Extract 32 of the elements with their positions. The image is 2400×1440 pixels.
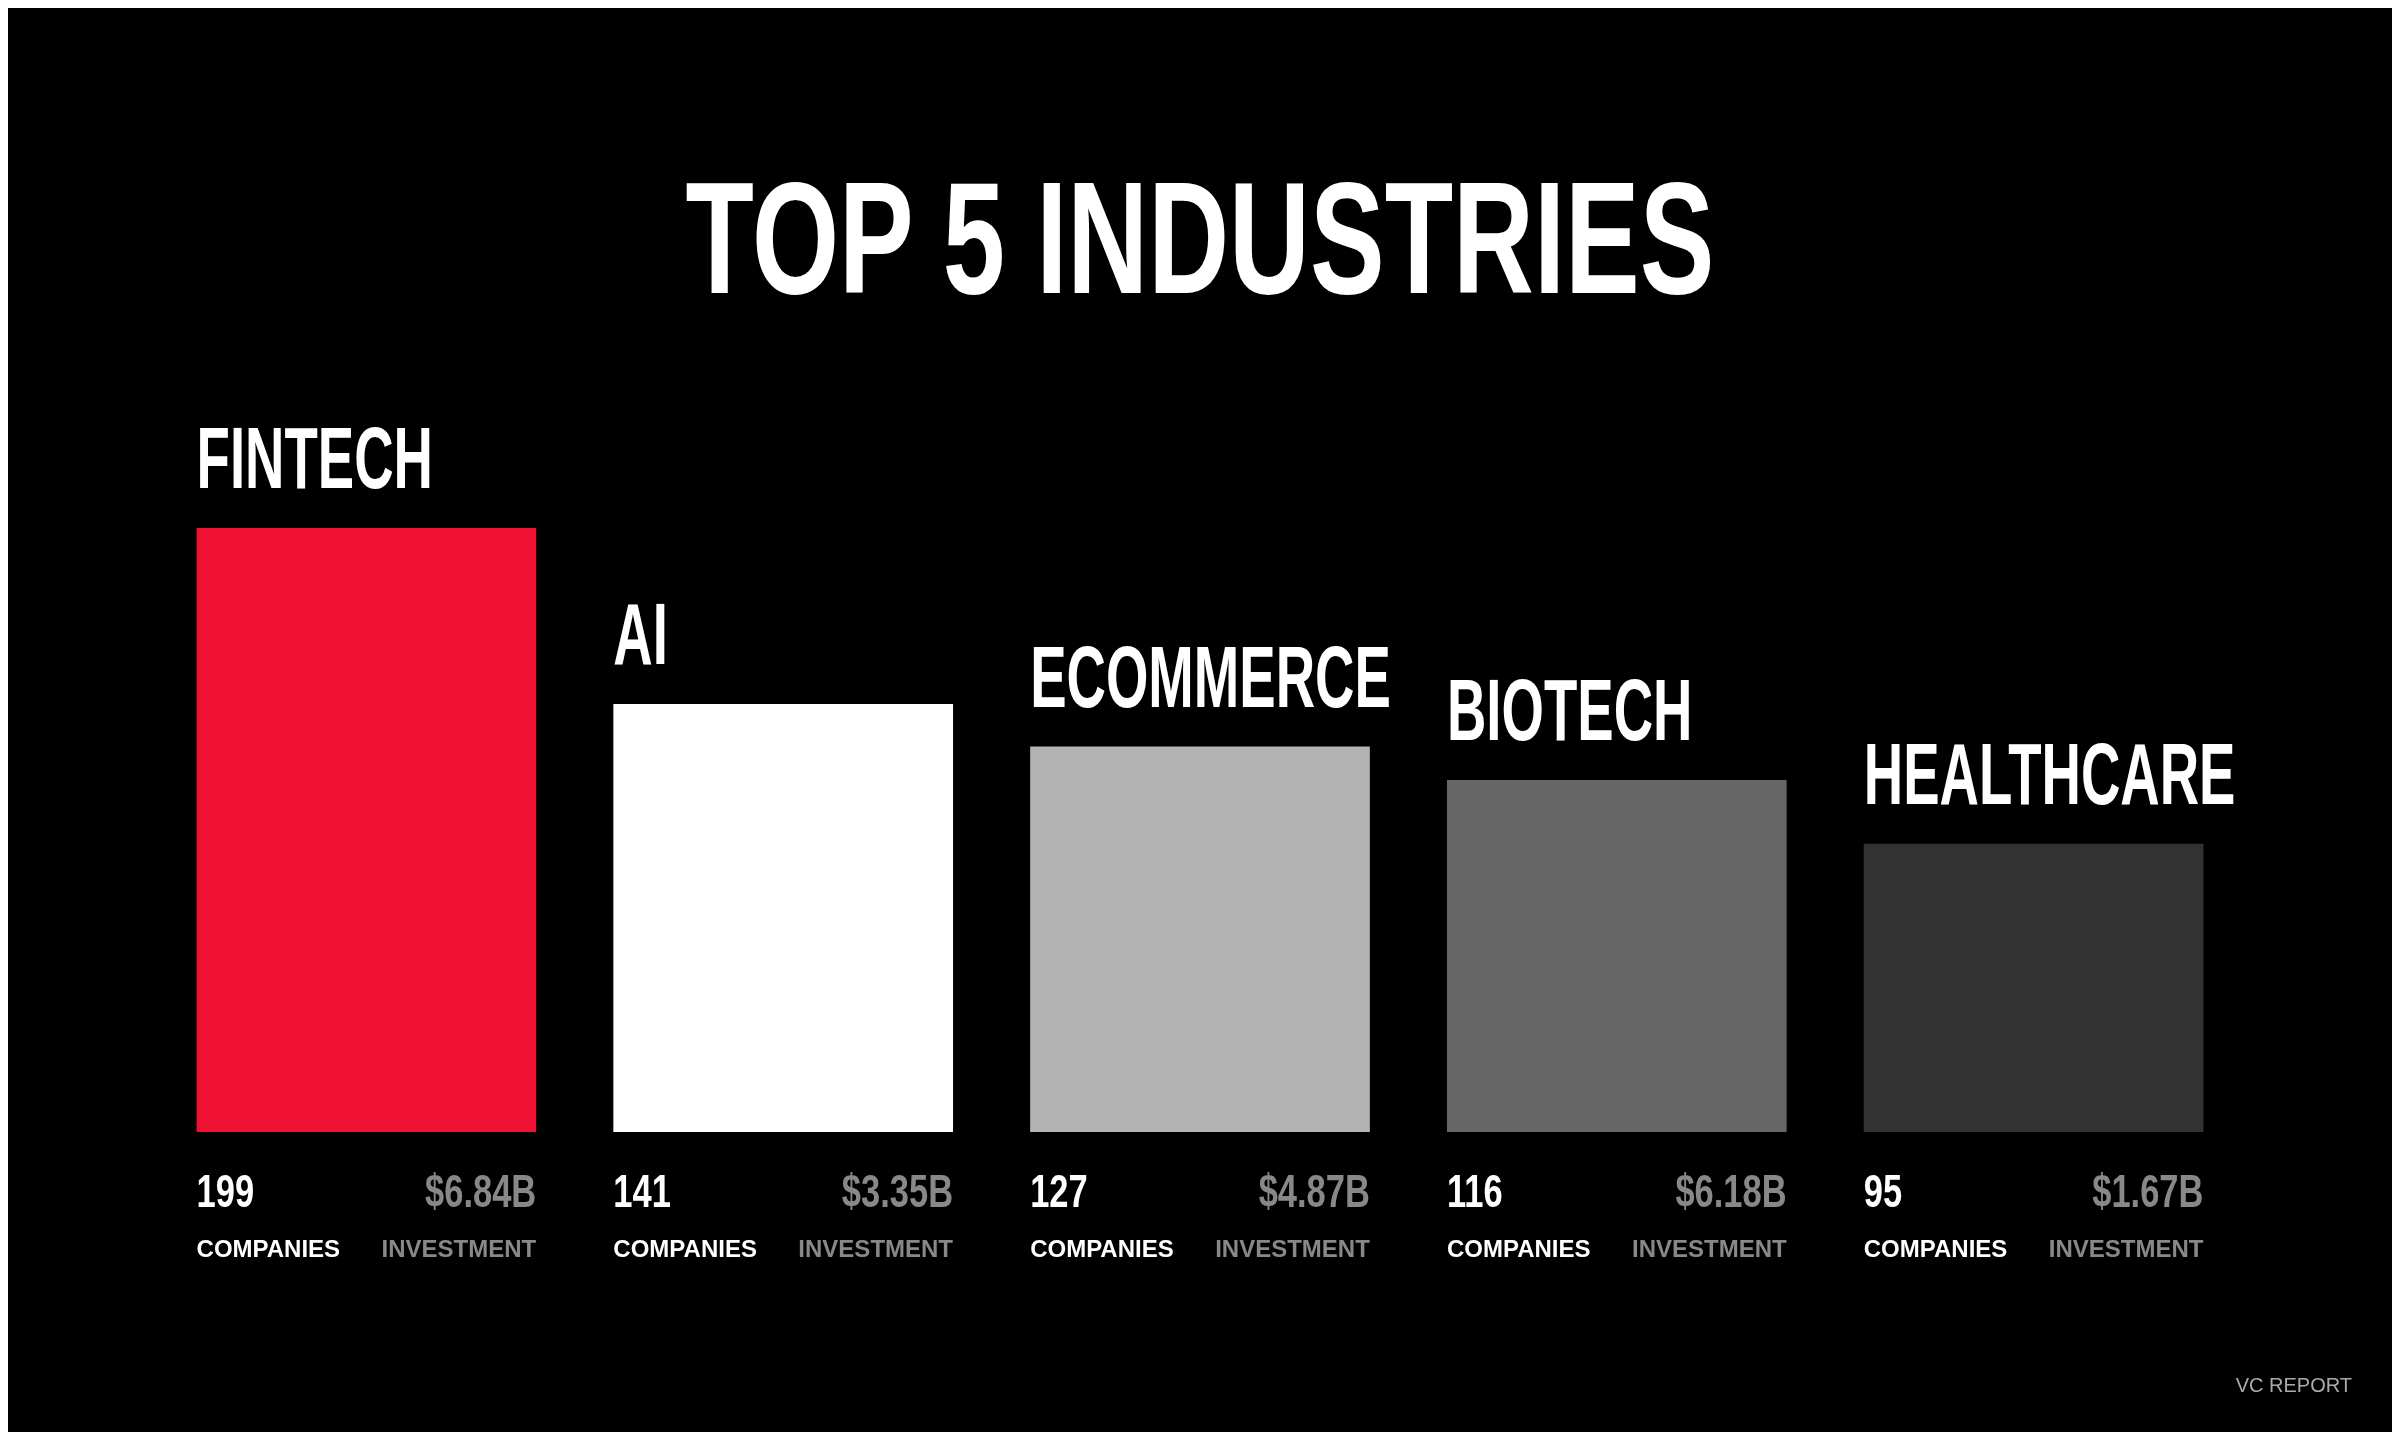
text: COMPANIES xyxy=(196,1235,341,1262)
x-tick-label: BIOTECH xyxy=(1446,660,1693,760)
x-tick-label: ECOMMERCE xyxy=(1030,627,1391,726)
text: $3.35B xyxy=(841,1165,954,1218)
data-label: 95 xyxy=(1863,1165,1903,1218)
text: INVESTMENT xyxy=(798,1235,954,1262)
bar xyxy=(196,528,537,1132)
x-tick-label: HEALTHCARE xyxy=(1863,724,2236,823)
text: INVESTMENT xyxy=(2048,1235,2204,1262)
bar xyxy=(613,704,954,1132)
bar xyxy=(1030,746,1370,1132)
text: COMPANIES xyxy=(1446,1235,1591,1262)
text: VC REPORT xyxy=(2235,1374,2352,1396)
x-tick-label: AI xyxy=(613,584,668,684)
chart-title: TOP 5 INDUSTRIES xyxy=(685,148,1715,327)
data-label: 116 xyxy=(1446,1165,1503,1218)
text: INVESTMENT xyxy=(1631,1235,1787,1262)
text: $1.67B xyxy=(2092,1165,2204,1218)
bar xyxy=(1863,843,2204,1132)
text: COMPANIES xyxy=(613,1235,757,1262)
text: $6.84B xyxy=(425,1165,537,1218)
text: COMPANIES xyxy=(1863,1235,2008,1262)
text: COMPANIES xyxy=(1030,1235,1174,1262)
data-label: 141 xyxy=(613,1165,671,1218)
data-label: 199 xyxy=(196,1165,255,1218)
text: $6.18B xyxy=(1675,1165,1787,1218)
text: INVESTMENT xyxy=(1215,1235,1370,1262)
x-tick-label: FINTECH xyxy=(196,408,433,508)
text: INVESTMENT xyxy=(381,1235,537,1262)
text: $4.87B xyxy=(1258,1165,1370,1218)
bar xyxy=(1446,779,1787,1132)
data-label: 127 xyxy=(1030,1165,1088,1218)
